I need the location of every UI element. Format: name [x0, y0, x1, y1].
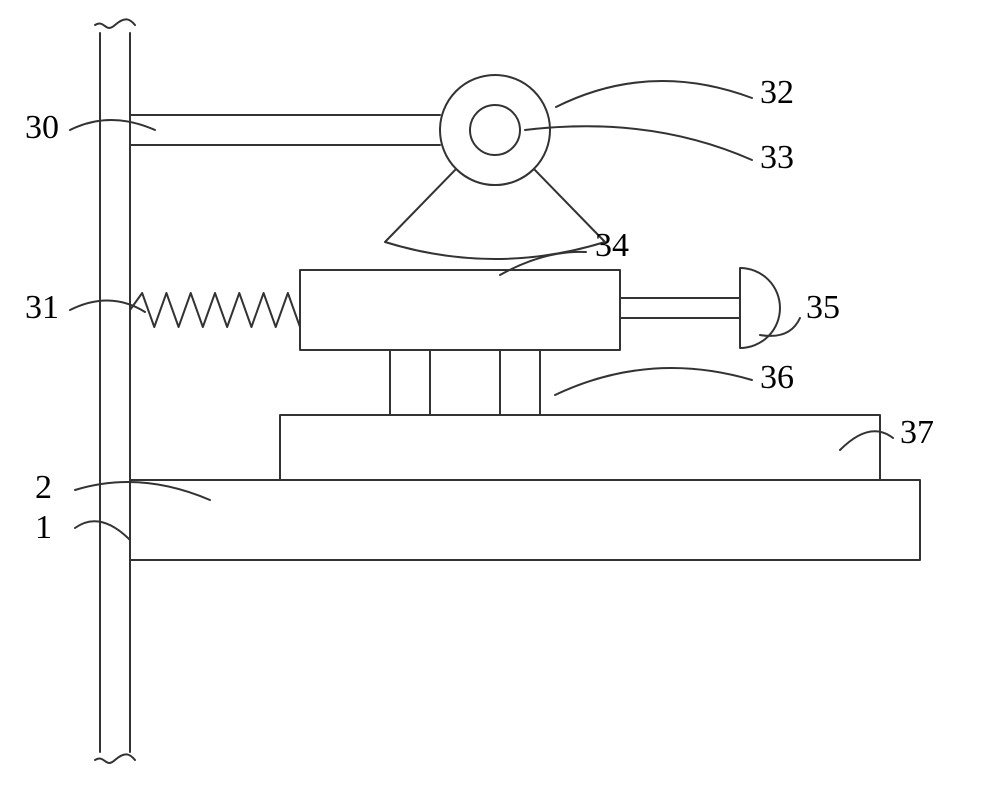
diagram-container: 32 33 34 35 36 37 30 31 21 — [0, 0, 1000, 787]
callout-label-30: 30 — [25, 109, 59, 147]
callout-label-33: 33 — [760, 139, 794, 177]
technical-drawing — [0, 0, 1000, 787]
callout-label-2: 2 — [35, 469, 52, 507]
callout-label-37: 37 — [900, 414, 934, 452]
callout-label-34: 34 — [595, 227, 629, 265]
callout-label-1: 1 — [35, 509, 52, 547]
callout-label-31: 31 — [25, 289, 59, 327]
callout-label-36: 36 — [760, 359, 794, 397]
callout-label-35: 35 — [806, 289, 840, 327]
callout-label-32: 32 — [760, 74, 794, 112]
